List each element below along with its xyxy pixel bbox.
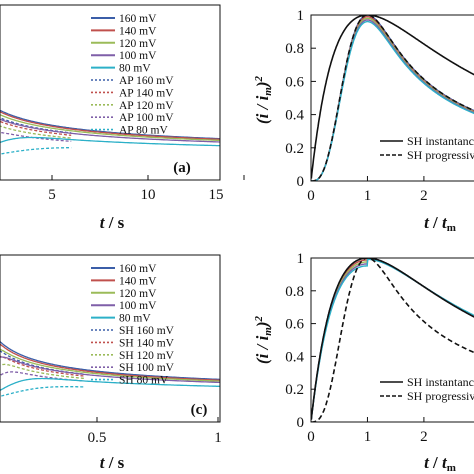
panel-b-legend-label-0: SH instantanc [407, 134, 474, 148]
panel-b-ytick-0: 0 [297, 174, 305, 190]
panel-c-legend-label-7: SH 120 mV [119, 350, 175, 362]
panel-c-legend-label-8: SH 100 mV [119, 362, 175, 374]
panel-b-xlabel: t / tm [424, 213, 456, 234]
panel-a-xtick-15: 15 [209, 187, 224, 203]
panel-a-label: (a) [173, 160, 191, 176]
panel-d: 0 0.2 0.4 0.6 0.8 1 0 1 2 (i / im)2 t / tm SH in… [253, 251, 474, 474]
panel-c-curves [0, 340, 220, 397]
panel-d-legend-label-0: SH instantanc [407, 375, 474, 389]
panel-b: 0 0.2 0.4 0.6 0.8 1 0 1 2 (i / im)2 t / tm SH in… [253, 8, 474, 234]
panel-c-series-SH-80mV [0, 386, 85, 397]
panel-b-legend-label-1: SH progressiv [407, 148, 474, 162]
panel-a-legend-label-6: AP 140 mV [119, 87, 174, 99]
panel-b-ytick-2: 0.4 [285, 108, 304, 124]
panel-a-series-120mV [0, 114, 220, 142]
panel-a-xlabel: t / s [100, 213, 125, 232]
panel-d-ytick-4: 0.8 [285, 284, 304, 300]
panel-b-xtick-0: 0 [307, 188, 315, 204]
panel-a-x-ticks: 5 10 15 [48, 175, 245, 203]
panel-a-xtick-10: 10 [141, 187, 156, 203]
panel-c-series-120mV [0, 348, 220, 382]
panel-b-ytick-3: 0.6 [285, 74, 304, 90]
panel-d-sh-progressive [311, 258, 474, 422]
panel-d-xtick-0: 0 [307, 429, 315, 445]
panel-a-series-AP-120mV [0, 125, 72, 139]
panel-d-legend-label-1: SH progressiv [407, 389, 474, 403]
panel-d-ytick-5: 1 [297, 251, 305, 267]
panel-d-ylabel: (i / im)2 [253, 315, 274, 364]
panel-a-legend-label-8: AP 100 mV [119, 112, 174, 124]
panel-d-ytick-0: 0 [297, 415, 305, 431]
panel-c-series-140mV [0, 343, 220, 381]
panel-a-curves [0, 109, 220, 155]
panel-b-frame [310, 14, 474, 182]
panel-a-legend-label-5: AP 160 mV [119, 75, 174, 87]
panel-b-series-AP-80mV [311, 20, 474, 181]
panel-c-label: (c) [191, 402, 208, 418]
panel-a-legend-label-9: AP 80 mV [119, 125, 168, 137]
panel-b-ytick-5: 1 [297, 8, 305, 24]
panel-d-frame [310, 257, 474, 423]
panel-c-series-160mV [0, 340, 220, 381]
panel-c-series-SH-120mV [0, 363, 85, 380]
panel-d-xtick-2: 2 [420, 429, 428, 445]
panel-a-series-AP-100mV [0, 131, 72, 142]
panel-c-series-SH-140mV [0, 355, 85, 377]
panel-c-series-SH-100mV [0, 371, 85, 382]
panel-d-ticks: 0 0.2 0.4 0.6 0.8 1 0 1 2 [285, 251, 427, 445]
panel-a-series-80mV [0, 136, 220, 147]
panel-a-series-100mV [0, 118, 220, 143]
panel-b-xtick-1: 1 [364, 188, 372, 204]
panel-d-ytick-3: 0.6 [285, 317, 304, 333]
panel-d-ytick-1: 0.2 [285, 382, 304, 398]
panel-b-sh-progressive [311, 15, 474, 181]
panel-d-xtick-1: 1 [364, 429, 372, 445]
panel-a-legend-label-7: AP 120 mV [119, 100, 174, 112]
panel-c-x-ticks: 0.5 1 [88, 417, 222, 446]
panel-a-xtick-5: 5 [48, 187, 56, 203]
panel-d-ytick-2: 0.4 [285, 349, 304, 365]
panel-b-ytick-1: 0.2 [285, 141, 304, 157]
panel-c-xtick-1: 1 [214, 430, 222, 446]
panel-a-legend-label-3: 100 mV [119, 50, 157, 62]
panel-b-ticks: 0 0.2 0.4 0.6 0.8 1 0 1 2 [285, 8, 427, 204]
panel-b-sh-instantaneous [311, 15, 474, 179]
panel-c-series-100mV [0, 356, 220, 384]
panel-a-series-160mV [0, 109, 220, 140]
panel-b-ytick-4: 0.8 [285, 41, 304, 57]
panel-d-sh-instantaneous [311, 258, 474, 420]
panel-d-curves [311, 258, 474, 422]
panel-c-legend-label-0: 160 mV [119, 263, 157, 275]
panel-c-frame [0, 254, 221, 423]
panel-a-series-140mV [0, 111, 220, 140]
panel-c-xlabel: t / s [100, 453, 125, 472]
panel-a-series-AP-80mV [0, 147, 72, 155]
panel-c-legend-label-6: SH 140 mV [119, 337, 175, 349]
panel-c-legend-label-1: 140 mV [119, 275, 157, 287]
panel-c-xtick-0.5: 0.5 [88, 430, 107, 446]
panel-a-frame [0, 4, 221, 181]
panel-d-xlabel: t / tm [424, 453, 456, 474]
panel-c-series-80mV [0, 377, 220, 392]
panel-c-legend-label-9: SH 80 mV [119, 375, 169, 387]
panel-b-xtick-2: 2 [420, 188, 428, 204]
panel-a-legend-label-1: 140 mV [119, 25, 157, 37]
panel-c-legend-label-2: 120 mV [119, 288, 157, 300]
panel-a-legend-label-4: 80 mV [119, 63, 151, 75]
panel-a-legend-label-2: 120 mV [119, 38, 157, 50]
panel-c-legend-label-3: 100 mV [119, 300, 157, 312]
panel-c-legend-label-4: 80 mV [119, 313, 151, 325]
panel-b-ylabel: (i / im)2 [253, 75, 274, 124]
panel-a-legend-label-0: 160 mV [119, 13, 157, 25]
panel-b-curves [311, 15, 474, 181]
panel-c-legend-label-5: SH 160 mV [119, 325, 175, 337]
